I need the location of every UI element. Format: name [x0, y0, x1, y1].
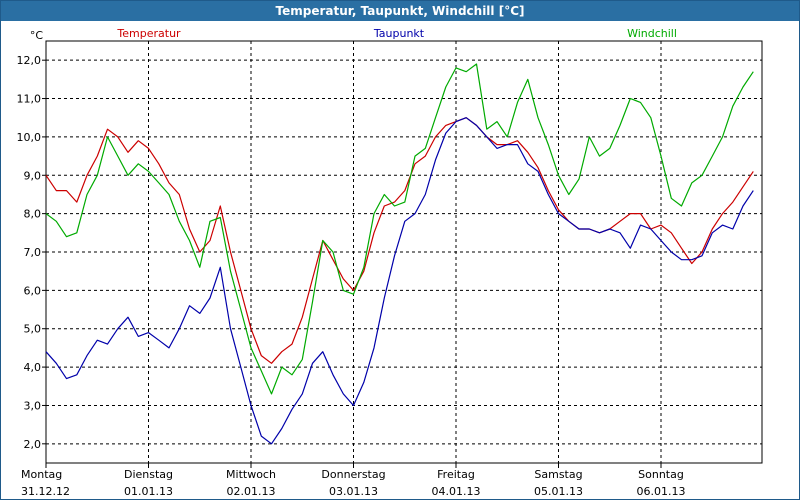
y-tick-label: 11,0 — [17, 93, 42, 106]
x-tick-label-weekday: Montag — [21, 468, 62, 481]
x-tick-label-date: 05.01.13 — [534, 485, 583, 498]
x-tick-label-weekday: Freitag — [437, 468, 475, 481]
y-tick-label: 7,0 — [24, 246, 42, 259]
legend-taupunkt: Taupunkt — [373, 27, 425, 40]
series-line-temperatur — [45, 117, 754, 364]
x-tick-label-date: 03.01.13 — [329, 485, 378, 498]
x-tick-label-weekday: Sonntag — [638, 468, 684, 481]
y-tick-label: 4,0 — [24, 361, 42, 374]
x-tick-label-date: 01.01.13 — [124, 485, 173, 498]
y-axis-label: °C — [30, 29, 44, 42]
x-tick-label-weekday: Donnerstag — [321, 468, 385, 481]
y-tick-label: 9,0 — [24, 169, 42, 182]
window-title: Temperatur, Taupunkt, Windchill [°C] — [1, 1, 799, 21]
x-tick-label-date: 04.01.13 — [432, 485, 481, 498]
x-tick-label-weekday: Mittwoch — [226, 468, 276, 481]
series-line-windchill — [45, 63, 754, 395]
y-tick-label: 10,0 — [17, 131, 42, 144]
y-tick-label: 3,0 — [24, 399, 42, 412]
series-line-taupunkt — [45, 117, 754, 445]
x-tick-label-weekday: Samstag — [534, 468, 582, 481]
y-tick-label: 6,0 — [24, 284, 42, 297]
x-tick-label-weekday: Dienstag — [124, 468, 173, 481]
y-tick-label: 2,0 — [24, 438, 42, 451]
chart-plot: 2,0 3,0 4,0 5,0 6,0 7,0 8,0 9,0 10,0 11,0 12,0 °C Mo… — [17, 27, 763, 498]
y-tick-label: 5,0 — [24, 323, 42, 336]
y-tick-label: 12,0 — [17, 54, 42, 67]
legend-temperatur: Temperatur — [116, 27, 181, 40]
y-tick-label: 8,0 — [24, 208, 42, 221]
x-tick-label-date: 31.12.12 — [21, 485, 70, 498]
x-tick-label-date: 06.01.13 — [637, 485, 686, 498]
x-tick-label-date: 02.01.13 — [227, 485, 276, 498]
legend-windchill: Windchill — [627, 27, 677, 40]
